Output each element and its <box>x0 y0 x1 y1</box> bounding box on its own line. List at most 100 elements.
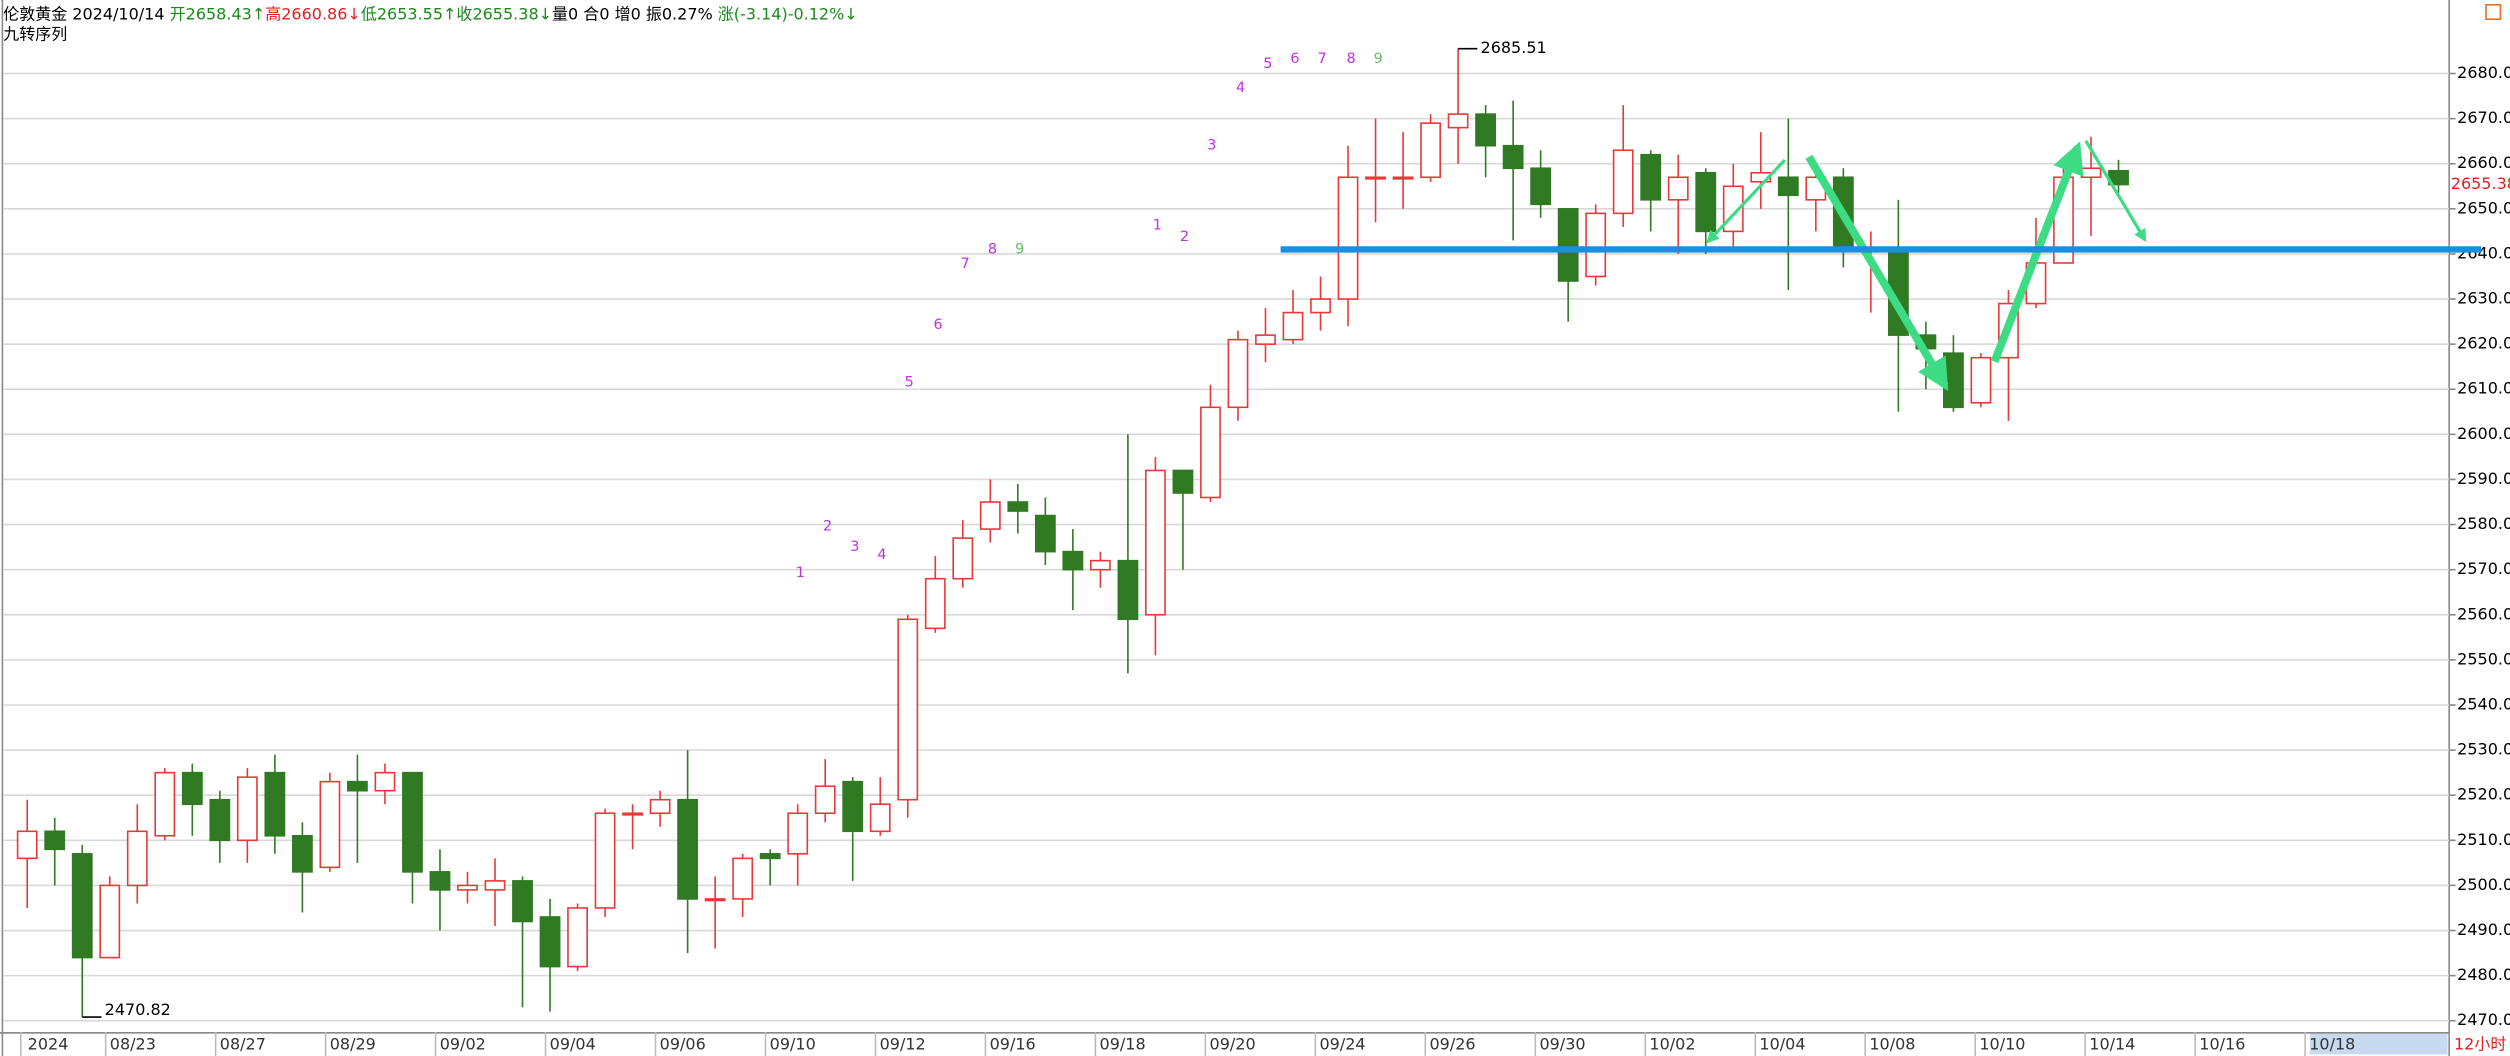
header-item: 高2660.86↓ <box>265 4 361 23</box>
td-label: 5 <box>905 374 914 390</box>
x-tick-label: 10/08 <box>1869 1034 1915 1053</box>
y-tick-label: 2610.00 <box>2457 379 2510 398</box>
y-tick-label: 2580.00 <box>2457 514 2510 533</box>
header-item: 低2653.55↑ <box>361 4 457 23</box>
y-tick-label: 2500.00 <box>2457 875 2510 894</box>
candle-body <box>677 798 699 900</box>
td-label: 3 <box>850 539 859 555</box>
candle-body <box>1970 356 1992 404</box>
y-tick-label: 2510.00 <box>2457 830 2510 849</box>
td-label: 5 <box>1263 56 1272 72</box>
candle-body <box>99 884 121 959</box>
candle-body <box>594 812 616 909</box>
y-tick-label: 2670.00 <box>2457 108 2510 127</box>
x-tick-label: 2024 <box>28 1034 69 1053</box>
td-label: 4 <box>1236 80 1245 96</box>
arrow <box>1706 158 1787 244</box>
candle-body <box>787 812 809 855</box>
candle-body <box>622 812 643 816</box>
td-label: 1 <box>1153 218 1162 234</box>
header-item: 涨(-3.14)-0.12%↓ <box>718 4 858 23</box>
y-tick-label: 2600.00 <box>2457 424 2510 443</box>
candle-body <box>1530 167 1552 206</box>
x-highlight <box>2309 1033 2448 1055</box>
candle-body <box>1475 113 1497 147</box>
candle-body <box>1557 208 1579 282</box>
x-tick-label: 10/10 <box>1979 1034 2025 1053</box>
x-tick-label: 10/16 <box>2199 1034 2245 1053</box>
candle-body <box>1227 338 1249 409</box>
header-item: 开2658.43↑ <box>170 4 266 23</box>
candle-body <box>1667 176 1689 201</box>
td-label: 1 <box>796 565 805 581</box>
td-label: 6 <box>1290 51 1299 67</box>
candle-body <box>704 898 726 902</box>
candle-body <box>374 771 396 792</box>
corner-icon[interactable] <box>2485 4 2502 20</box>
candle-body <box>1337 176 1359 300</box>
candle-body <box>1172 469 1194 494</box>
candle-body <box>1282 311 1304 341</box>
arrow <box>1990 141 2084 364</box>
candle-body <box>484 880 506 891</box>
candle-body <box>1117 559 1139 621</box>
y-tick-label: 2570.00 <box>2457 559 2510 578</box>
candle-body <box>842 780 864 833</box>
y-tick-label: 2520.00 <box>2457 785 2510 804</box>
candle-body <box>649 798 671 815</box>
high-label: 2685.51 <box>1481 38 1547 57</box>
candle-body <box>126 830 148 887</box>
candle-body <box>1062 550 1084 571</box>
candle-body <box>16 830 38 860</box>
candle-body <box>44 830 66 851</box>
candle-body <box>1145 469 1166 616</box>
td-label: 7 <box>1318 51 1327 67</box>
x-tick-label: 09/10 <box>770 1034 816 1053</box>
x-tick-label: 09/02 <box>440 1034 486 1053</box>
candle-body <box>291 834 313 873</box>
candle-body <box>512 880 533 923</box>
candle-body <box>402 771 423 873</box>
x-tick-label: 08/27 <box>220 1034 266 1053</box>
candle-body <box>759 853 781 860</box>
candle-body <box>567 907 588 968</box>
x-tick-label: 10/18 <box>2309 1034 2355 1053</box>
header-item: 伦敦黄金 2024/10/14 <box>3 4 169 23</box>
x-tick-label: 08/23 <box>110 1034 156 1053</box>
candle-body <box>1943 352 1964 409</box>
candle-body <box>1200 406 1221 499</box>
arrow <box>1805 154 1949 392</box>
candle-body <box>347 780 368 792</box>
td-label: 2 <box>1180 229 1189 245</box>
td-label: 6 <box>933 317 942 333</box>
candle-body <box>732 857 754 900</box>
y-tick-label: 2650.00 <box>2457 198 2510 217</box>
candle-body <box>1089 559 1111 571</box>
candle-body <box>71 853 93 959</box>
candle-body <box>869 803 891 833</box>
candle-body <box>1392 176 1414 180</box>
candle-body <box>1365 176 1386 180</box>
candle-body <box>1585 212 1607 278</box>
td-label: 3 <box>1207 138 1216 154</box>
td-label: 4 <box>877 547 886 563</box>
td-label: 9 <box>1015 242 1024 258</box>
candle-body <box>1640 153 1662 201</box>
x-tick-label: 09/24 <box>1320 1034 1366 1053</box>
candle-body <box>1034 514 1056 553</box>
candle-body <box>319 780 341 869</box>
y-tick-label: 2660.00 <box>2457 153 2510 172</box>
header-item: 收2655.38↓ <box>456 4 552 23</box>
candle-body <box>1420 122 1441 179</box>
x-tick-label: 09/18 <box>1100 1034 1146 1053</box>
y-tick-label: 2620.00 <box>2457 334 2510 353</box>
candle-body <box>1502 144 1524 170</box>
candle-body <box>1310 298 1331 314</box>
candle-body <box>979 501 1001 530</box>
low-label: 2470.82 <box>105 1000 171 1019</box>
x-tick-label: 09/06 <box>660 1034 706 1053</box>
period-label[interactable]: 12小时 <box>2454 1034 2506 1053</box>
